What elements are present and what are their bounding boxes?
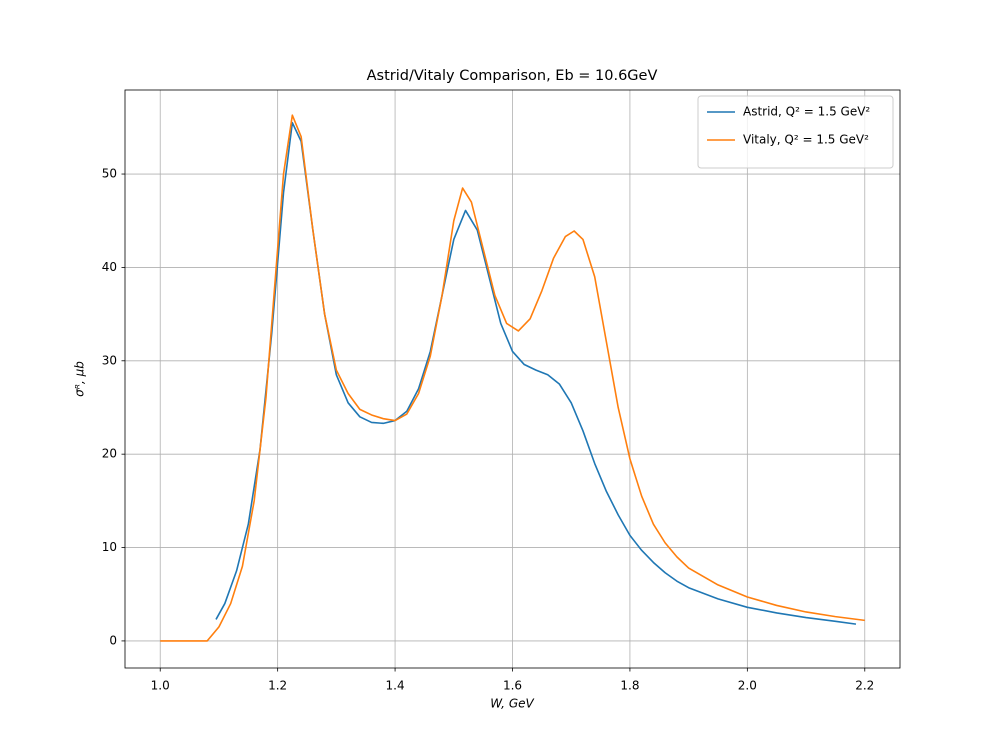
- y-tick-label: 10: [102, 540, 117, 554]
- y-tick-label: 0: [109, 633, 117, 647]
- x-tick-label: 1.4: [386, 679, 405, 693]
- legend-label: Astrid, Q² = 1.5 GeV²: [743, 105, 870, 119]
- y-tick-label: 40: [102, 260, 117, 274]
- y-tick-label: 20: [102, 447, 117, 461]
- legend-label: Vitaly, Q² = 1.5 GeV²: [743, 133, 869, 147]
- series-line: [215, 121, 857, 625]
- legend-box: [697, 95, 894, 169]
- x-tick-label: 2.2: [855, 679, 874, 693]
- chart-title: Astrid/Vitaly Comparison, Eb = 10.6GeV: [367, 68, 658, 84]
- y-axis-label: σᴿ, μb: [73, 361, 87, 397]
- y-tick-label: 30: [102, 353, 117, 367]
- series-line: [160, 114, 865, 642]
- legend: Astrid, Q² = 1.5 GeV² Vitaly, Q² = 1.5 Ge…: [697, 95, 894, 169]
- x-tick-label: 1.8: [620, 679, 639, 693]
- x-tick-label: 1.0: [151, 679, 170, 693]
- x-tick-label: 1.2: [268, 679, 287, 693]
- y-tick-label: 50: [102, 167, 117, 181]
- x-axis-label: W, GeV: [490, 697, 534, 711]
- axes-frame: [124, 89, 901, 669]
- x-tick-label: 2.0: [738, 679, 757, 693]
- x-tick-label: 1.6: [503, 679, 522, 693]
